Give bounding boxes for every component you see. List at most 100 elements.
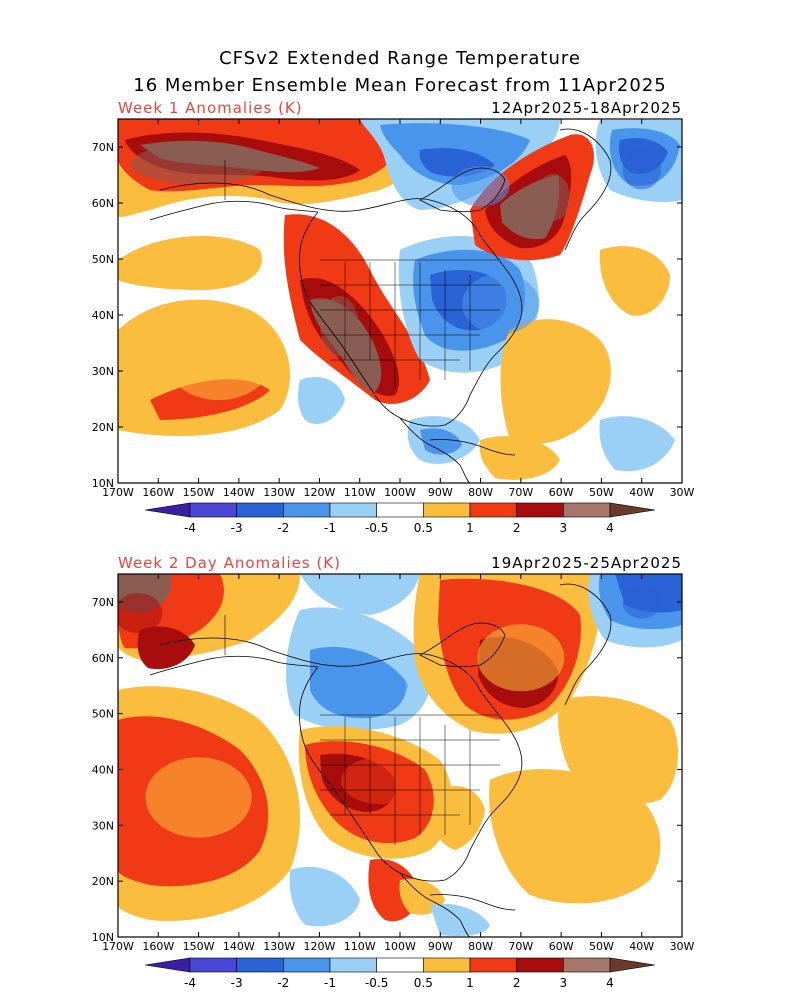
lon-label: 80W <box>468 486 493 499</box>
lon-label: 30W <box>670 486 695 499</box>
colorbar-segment <box>423 957 471 973</box>
lon-label: 100W <box>384 940 416 953</box>
title-line-2: 16 Member Ensemble Mean Forecast from 11… <box>133 75 667 96</box>
colorbar-label: -0.5 <box>365 976 388 990</box>
lat-label: 20N <box>92 421 114 434</box>
colorbar-segment <box>376 502 424 518</box>
colorbar-segment <box>329 502 377 518</box>
lat-label: 30N <box>92 819 114 832</box>
colorbar-segment <box>469 957 517 973</box>
colorbar-arrow-high <box>609 957 656 973</box>
week1-label: Week 1 Anomalies (K) <box>118 99 303 117</box>
lon-label: 70W <box>508 940 533 953</box>
anomaly-feature <box>341 757 419 805</box>
lon-label: 50W <box>589 486 614 499</box>
lat-label: 10N <box>92 931 114 944</box>
lon-label: 150W <box>183 940 215 953</box>
lat-label: 70N <box>92 596 114 609</box>
lon-label: 110W <box>344 486 376 499</box>
colorbar-segment <box>423 502 471 518</box>
week1-coastlines <box>149 128 612 483</box>
week1-date-range: 12Apr2025-18Apr2025 <box>491 99 682 117</box>
lon-label: 70W <box>508 486 533 499</box>
colorbar-arrow-low <box>144 502 191 518</box>
anomaly-feature <box>320 295 359 357</box>
colorbar-label: -2 <box>277 976 289 990</box>
colorbar-label: 4 <box>606 976 614 990</box>
colorbar-segment <box>563 957 611 973</box>
lon-label: 30W <box>670 940 695 953</box>
anomaly-feature <box>462 273 540 335</box>
lon-label: 90W <box>428 940 453 953</box>
week1-data-features <box>130 143 662 405</box>
lon-label: 140W <box>223 940 255 953</box>
anomaly-feature <box>130 143 267 184</box>
lon-label: 60W <box>549 486 574 499</box>
colorbar-label: -2 <box>277 521 289 535</box>
lon-label: 170W <box>102 940 134 953</box>
lat-label: 50N <box>92 253 114 266</box>
lon-label: 40W <box>629 940 654 953</box>
colorbar-segment <box>516 957 564 973</box>
lat-label: 40N <box>92 763 114 776</box>
week2-coastlines <box>149 583 612 937</box>
colorbar-segment <box>329 957 377 973</box>
map-axes: 170W 160W 150W 140W 130W 120W 110W 100W 90W 80W 70… <box>92 119 695 953</box>
week2-label: Week 2 Day Anomalies (K) <box>118 554 341 572</box>
anomaly-feature <box>145 757 252 838</box>
anomaly-feature <box>451 166 510 207</box>
colorbar-segment <box>376 957 424 973</box>
week2-date-range: 19Apr2025-25Apr2025 <box>491 554 682 572</box>
anomaly-feature <box>524 337 598 405</box>
colorbar-label: 1 <box>466 521 474 535</box>
lon-label: 160W <box>142 940 174 953</box>
colorbar-label: -4 <box>184 521 196 535</box>
lon-label: 80W <box>468 940 493 953</box>
colorbar-segment <box>189 957 237 973</box>
lat-label: 60N <box>92 652 114 665</box>
lat-label: 30N <box>92 365 114 378</box>
colorbar-label: -4 <box>184 976 196 990</box>
colorbar-segment <box>189 502 237 518</box>
lon-label: 40W <box>629 486 654 499</box>
colorbar-label: 0.5 <box>414 976 433 990</box>
colorbar-segment <box>236 502 284 518</box>
lat-label: 50N <box>92 708 114 721</box>
colorbar-segment <box>516 502 564 518</box>
week2-data-features <box>118 585 662 859</box>
colorbar-label: -1 <box>324 976 336 990</box>
colorbar-arrow-high <box>609 502 656 518</box>
lon-label: 160W <box>142 486 174 499</box>
anomaly-feature <box>165 319 272 401</box>
colorbar-segment <box>236 957 284 973</box>
anomaly-feature <box>311 668 409 703</box>
colorbar-segment <box>469 502 517 518</box>
anomaly-feature <box>118 592 163 634</box>
lat-label: 40N <box>92 309 114 322</box>
lat-label: 70N <box>92 141 114 154</box>
week1-map <box>117 118 683 484</box>
lat-label: 10N <box>92 477 114 490</box>
colorbar-label: -3 <box>231 521 243 535</box>
lon-label: 120W <box>303 940 335 953</box>
colorbar-label: 2 <box>513 521 521 535</box>
colorbar-label: 3 <box>560 976 568 990</box>
lon-label: 50W <box>589 940 614 953</box>
lat-label: 60N <box>92 197 114 210</box>
anomaly-feature <box>622 585 662 619</box>
lon-label: 140W <box>223 486 255 499</box>
anomaly-feature <box>522 791 600 859</box>
lat-label: 20N <box>92 875 114 888</box>
lon-label: 60W <box>549 940 574 953</box>
colorbar-segment <box>283 957 331 973</box>
lon-label: 130W <box>263 940 295 953</box>
anomaly-feature <box>622 149 662 190</box>
colorbar-segment <box>563 502 611 518</box>
lon-label: 150W <box>183 486 215 499</box>
colorbar-label: -1 <box>324 521 336 535</box>
colorbar-segment <box>283 502 331 518</box>
lon-label: 170W <box>102 486 134 499</box>
colorbar-arrow-low <box>144 957 191 973</box>
anomaly-feature <box>477 624 565 692</box>
